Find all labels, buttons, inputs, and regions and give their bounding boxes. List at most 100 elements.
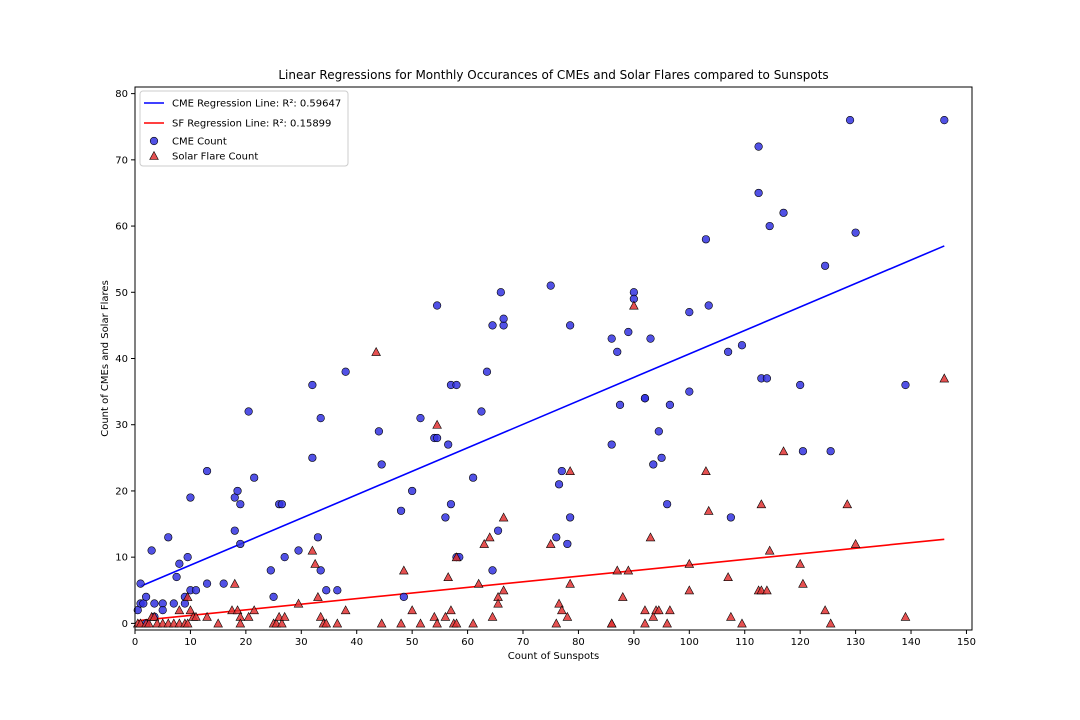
cme-count-point bbox=[441, 513, 450, 522]
legend-sf-count-label: Solar Flare Count bbox=[172, 152, 258, 163]
chart-title: Linear Regressions for Monthly Occurance… bbox=[278, 68, 828, 82]
solar-flare-count-point bbox=[279, 611, 290, 621]
cme-count-point bbox=[416, 413, 425, 423]
solar-flare-count-point bbox=[451, 552, 462, 562]
solar-flare-count-point bbox=[293, 598, 304, 608]
solar-flare-count-point bbox=[684, 585, 695, 595]
cme-count-point bbox=[322, 586, 331, 595]
cme-count-point bbox=[665, 400, 675, 409]
cme-count-point bbox=[762, 374, 772, 383]
legend: CME Regression Line: R²: 0.59647 SF Regr… bbox=[139, 90, 349, 167]
cme-count-point bbox=[546, 281, 555, 290]
cme-count-point bbox=[269, 592, 278, 601]
cme-count-point bbox=[737, 341, 747, 350]
x-tick-label: 40 bbox=[350, 637, 363, 648]
y-tick-label: 0 bbox=[122, 619, 128, 630]
cme-count-point bbox=[566, 513, 575, 522]
y-tick-label: 60 bbox=[115, 222, 128, 233]
solar-flare-count-point bbox=[665, 605, 675, 615]
cme-count-point bbox=[901, 380, 910, 390]
y-tick-label: 50 bbox=[115, 288, 128, 299]
solar-flare-count-point bbox=[174, 605, 185, 615]
solar-flare-count-point bbox=[191, 611, 201, 621]
cme-count-point bbox=[183, 553, 192, 562]
solar-flare-count-point bbox=[565, 466, 575, 476]
cme-count-point bbox=[488, 321, 497, 330]
solar-flare-count-point bbox=[487, 611, 498, 621]
solar-flare-count-point bbox=[235, 618, 246, 628]
solar-flare-count-point bbox=[842, 499, 853, 509]
solar-flare-count-point bbox=[440, 611, 451, 621]
cme-count-point bbox=[640, 394, 650, 403]
solar-flare-count-point bbox=[149, 611, 160, 621]
cme-count-point bbox=[294, 546, 303, 555]
solar-flare-count-point bbox=[396, 618, 406, 628]
solar-flare-count-point bbox=[407, 605, 417, 615]
solar-flare-count-point bbox=[820, 605, 830, 615]
x-tick-label: 0 bbox=[132, 637, 138, 648]
y-tick-label: 30 bbox=[115, 420, 128, 431]
solar-flare-count-point bbox=[617, 591, 628, 601]
solar-flare-count-point bbox=[321, 618, 332, 628]
cme-count-point bbox=[280, 553, 289, 562]
solar-flare-count-point bbox=[371, 346, 381, 356]
legend-sf-marker bbox=[149, 150, 159, 160]
solar-flare-count-point bbox=[726, 611, 736, 621]
solar-flare-count-point bbox=[468, 618, 478, 628]
cme-regression-line bbox=[140, 245, 945, 588]
solar-flare-count-point bbox=[443, 572, 453, 581]
solar-flare-count-point bbox=[612, 565, 623, 575]
cme-count-point bbox=[432, 301, 442, 310]
y-axis-label: Count of CMEs and Solar Flares bbox=[100, 280, 111, 437]
solar-flare-count-point bbox=[249, 605, 259, 615]
cme-count-point bbox=[333, 586, 342, 595]
solar-flare-count-point bbox=[307, 545, 318, 555]
cme-count-point bbox=[169, 599, 178, 608]
legend-cme-marker bbox=[149, 136, 159, 146]
cme-count-point bbox=[186, 493, 195, 502]
solar-flare-count-point bbox=[554, 598, 564, 608]
cme-count-point bbox=[624, 327, 633, 337]
solar-flare-count-point bbox=[185, 605, 196, 615]
solar-flare-count-point bbox=[795, 558, 805, 568]
cme-count-point bbox=[150, 599, 159, 608]
cme-count-point bbox=[566, 321, 575, 330]
y-tick-label: 70 bbox=[115, 155, 128, 166]
x-tick-label: 140 bbox=[901, 637, 920, 648]
cme-count-point bbox=[845, 116, 855, 125]
x-axis-ticks: 0 10 20 30 40 50 60 70 80 90 100 110 120 130 140 150 bbox=[132, 630, 976, 648]
cme-count-point bbox=[158, 606, 167, 615]
cme-count-point bbox=[452, 380, 461, 390]
solar-flare-count-point bbox=[415, 618, 426, 628]
x-tick-label: 60 bbox=[461, 637, 474, 648]
solar-flare-count-point bbox=[703, 505, 714, 515]
solar-flare-count-point bbox=[202, 611, 212, 621]
solar-flare-count-point bbox=[764, 545, 775, 555]
solar-flare-count-point bbox=[429, 611, 440, 621]
solar-flare-count-point bbox=[701, 466, 711, 476]
cme-count-point bbox=[136, 579, 145, 588]
solar-flare-count-point bbox=[640, 605, 650, 615]
plot-area bbox=[132, 86, 973, 631]
cme-count-point bbox=[615, 400, 625, 409]
solar-flare-count-point bbox=[451, 618, 462, 628]
solar-flare-count-point bbox=[182, 591, 193, 601]
cme-count-point bbox=[685, 387, 694, 396]
cme-count-point bbox=[308, 380, 317, 390]
cme-count-point bbox=[469, 473, 478, 482]
solar-flare-count-point bbox=[340, 605, 351, 615]
cme-count-point bbox=[477, 407, 486, 416]
cme-count-point bbox=[377, 460, 386, 469]
cme-count-point bbox=[233, 486, 242, 496]
solar-flare-count-point bbox=[332, 618, 343, 628]
solar-flare-count-point bbox=[623, 565, 634, 575]
cme-count-point bbox=[172, 572, 181, 582]
cme-count-point bbox=[496, 288, 505, 297]
cme-count-point bbox=[250, 473, 259, 482]
solar-flare-count-point bbox=[825, 618, 836, 628]
x-tick-label: 130 bbox=[846, 637, 865, 648]
solar-flare-count-point bbox=[562, 611, 573, 621]
solar-flare-count-point bbox=[778, 446, 789, 456]
cme-count-point bbox=[399, 592, 408, 601]
solar-flare-count-point bbox=[640, 618, 650, 628]
